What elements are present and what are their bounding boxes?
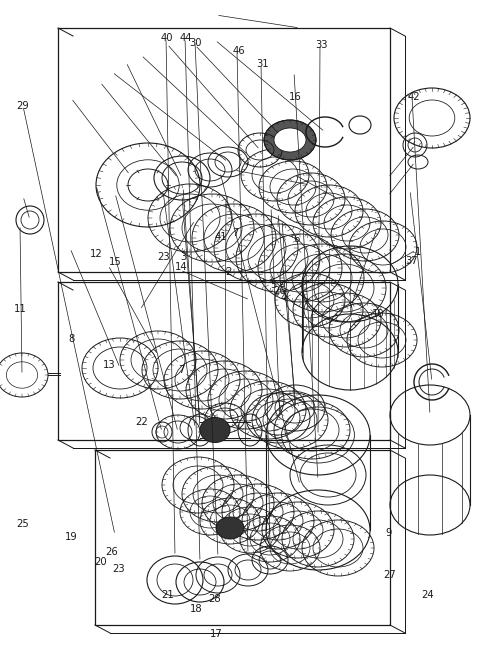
Text: 5: 5	[270, 280, 277, 290]
Text: 19: 19	[65, 532, 77, 542]
Text: 37: 37	[406, 255, 418, 266]
Text: 23: 23	[157, 252, 169, 262]
Text: 15: 15	[109, 257, 121, 267]
Text: 44: 44	[180, 33, 192, 43]
Text: 26: 26	[273, 286, 286, 297]
Text: 29: 29	[17, 101, 29, 111]
Text: 12: 12	[90, 249, 102, 259]
Text: 11: 11	[14, 304, 26, 314]
Text: 28: 28	[209, 594, 221, 605]
Text: 4: 4	[280, 293, 287, 303]
Text: 18: 18	[190, 604, 202, 614]
Text: 3: 3	[180, 252, 187, 262]
Text: 9: 9	[385, 527, 392, 538]
Ellipse shape	[274, 128, 306, 152]
Text: 6: 6	[293, 234, 300, 244]
Text: 30: 30	[190, 37, 202, 48]
Ellipse shape	[200, 417, 230, 443]
Ellipse shape	[216, 517, 244, 539]
Text: 17: 17	[210, 629, 222, 639]
Text: 7: 7	[178, 365, 185, 375]
Text: 20: 20	[95, 557, 107, 567]
Text: 16: 16	[289, 92, 301, 102]
Text: 14: 14	[175, 262, 188, 272]
Text: 24: 24	[421, 590, 433, 600]
Text: 21: 21	[162, 590, 174, 600]
Text: 7: 7	[232, 227, 239, 238]
Text: 23: 23	[113, 563, 125, 574]
Text: 40: 40	[161, 33, 173, 43]
Text: 2: 2	[225, 267, 231, 277]
Ellipse shape	[264, 120, 316, 160]
Text: 42: 42	[408, 92, 420, 102]
Text: 10: 10	[372, 309, 384, 320]
Text: 27: 27	[384, 570, 396, 580]
Text: 8: 8	[68, 334, 74, 345]
Text: 26: 26	[105, 546, 118, 557]
Text: 46: 46	[233, 46, 245, 56]
Text: 1: 1	[414, 247, 421, 257]
Text: 31: 31	[257, 59, 269, 69]
Text: 13: 13	[103, 360, 116, 371]
Text: 25: 25	[17, 519, 29, 529]
Text: 41: 41	[215, 232, 227, 242]
Text: 33: 33	[315, 39, 328, 50]
Text: 22: 22	[135, 417, 148, 428]
